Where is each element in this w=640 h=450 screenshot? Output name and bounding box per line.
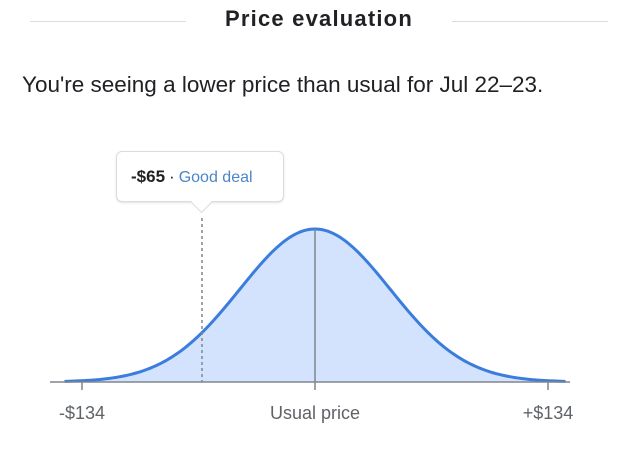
price-tooltip: -$65 · Good deal [116,151,284,214]
header-divider-left [30,21,186,22]
header-divider-right [452,21,608,22]
tooltip-content: -$65 · Good deal [131,167,253,187]
price-evaluation-header: Price evaluation [0,0,640,44]
x-tick-label-min: -$134 [59,403,105,423]
page-title: Price evaluation [225,6,413,31]
x-tick-label-usual: Usual price [270,403,360,423]
price-difference: -$65 [131,167,166,186]
price-summary-text: You're seeing a lower price than usual f… [22,72,544,97]
x-tick-label-max: +$134 [523,403,574,423]
deal-rating-label: Good deal [178,169,253,186]
tooltip-separator: · [169,167,175,186]
